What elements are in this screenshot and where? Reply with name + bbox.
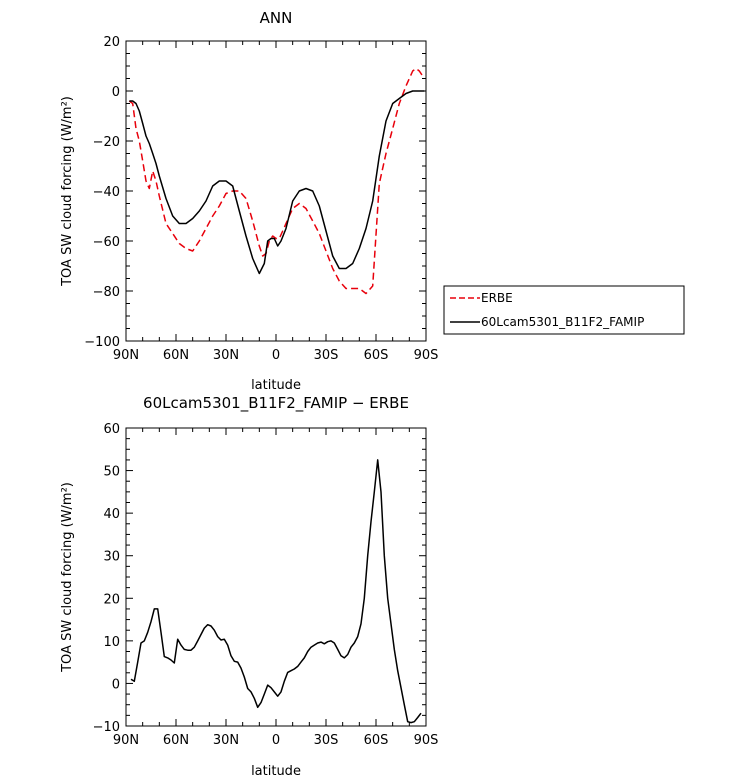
bottom-series-lines — [130, 459, 422, 724]
bottom-x-tick-label: 60S — [364, 733, 389, 748]
top-series-line-60lcam5301-b11f2-famip — [129, 90, 425, 275]
top-plot-frame — [125, 40, 427, 342]
bottom-plot-frame — [125, 427, 427, 727]
bottom-x-tick-label: 30N — [213, 733, 239, 748]
bottom-x-tick-label: 90N — [113, 733, 139, 748]
bottom-x-tick-label: 90S — [414, 733, 439, 748]
top-x-tick-label: 90N — [113, 348, 139, 363]
legend-label-erbe: ERBE — [481, 291, 513, 305]
bottom-y-tick-label: 50 — [103, 465, 120, 480]
bottom-y-tick-label: 20 — [103, 592, 120, 607]
bottom-ticks: 90N 60N 30N 0 30S 60S 90S −10 0 10 20 30 40 50 60 — [93, 422, 439, 748]
bottom-series-line-series-0 — [130, 459, 422, 724]
bottom-x-tick-label: 60N — [163, 733, 189, 748]
bottom-y-tick-label: 60 — [103, 422, 120, 437]
bottom-x-tick-label: 30S — [314, 733, 339, 748]
top-x-tick-label: 60N — [163, 348, 189, 363]
top-ticks: 90N 60N 30N 0 30S 60S 90S −100 −80 −60 −40 −20 0 20 — [84, 35, 438, 363]
bottom-y-tick-label: 10 — [103, 635, 120, 650]
top-y-axis-label: TOA SW cloud forcing (W/m²) — [60, 96, 75, 287]
top-x-tick-label: 60S — [364, 348, 389, 363]
bottom-y-tick-label: 40 — [103, 507, 120, 522]
top-x-tick-label: 90S — [414, 348, 439, 363]
bottom-y-tick-label: 0 — [112, 677, 120, 692]
top-series-line-erbe — [128, 67, 424, 295]
bottom-y-axis-label: TOA SW cloud forcing (W/m²) — [60, 482, 75, 673]
top-chart-title: ANN — [260, 9, 293, 27]
top-x-tick-label: 0 — [272, 348, 280, 363]
top-series-lines — [128, 67, 425, 295]
legend-box — [443, 285, 685, 335]
top-x-tick-label: 30S — [314, 348, 339, 363]
top-y-tick-label: −100 — [84, 335, 120, 350]
bottom-x-axis-label: latitude — [251, 764, 301, 779]
top-y-tick-label: −80 — [93, 285, 120, 300]
top-x-tick-label: 30N — [213, 348, 239, 363]
bottom-y-tick-label: −10 — [93, 720, 120, 735]
top-y-tick-label: −20 — [93, 135, 120, 150]
top-y-tick-label: −60 — [93, 235, 120, 250]
top-y-tick-label: −40 — [93, 185, 120, 200]
bottom-x-tick-label: 0 — [272, 733, 280, 748]
legend: ERBE 60Lcam5301_B11F2_FAMIP — [443, 285, 685, 335]
top-panel: ANN 90N 60N 30N 0 30S 60S 90S −100 −80 −60 −40 −20 0… — [60, 9, 438, 393]
bottom-chart-title: 60Lcam5301_B11F2_FAMIP − ERBE — [143, 394, 409, 413]
bottom-panel: 60Lcam5301_B11F2_FAMIP − ERBE 90N 60N 30N 0… — [60, 394, 438, 779]
top-y-tick-label: 0 — [112, 85, 120, 100]
top-x-axis-label: latitude — [251, 378, 301, 393]
bottom-y-tick-label: 30 — [103, 550, 120, 565]
legend-label-model: 60Lcam5301_B11F2_FAMIP — [481, 315, 644, 329]
top-y-tick-label: 20 — [103, 35, 120, 50]
